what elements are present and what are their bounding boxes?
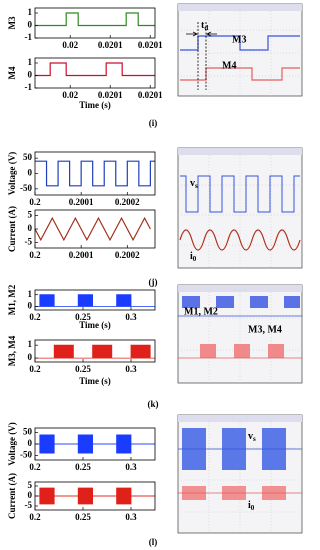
y-tick-label: 0 — [28, 70, 33, 80]
scope-j: vs i0 — [177, 147, 303, 269]
x-tick-label: 0.2002 — [115, 197, 140, 207]
x-axis-label: Time (s) — [79, 100, 111, 110]
x-tick-label: 0.25 — [75, 312, 91, 322]
scope-i: td M3 M4 — [177, 3, 303, 97]
y-tick-label: -1 — [25, 32, 33, 42]
scope-label: M3 — [232, 34, 246, 45]
x-axis-label: Time (s) — [79, 376, 111, 386]
x-axis-label: Time (s) — [79, 320, 111, 330]
line — [34, 216, 151, 242]
y-axis-label: Current (A) — [7, 206, 17, 252]
scope-label: M4 — [222, 60, 236, 71]
y-axis-label: M3, M4 — [7, 335, 17, 366]
area — [35, 495, 155, 505]
x-tick-label: 0.2 — [29, 462, 41, 472]
x-tick-label: 0.2 — [29, 312, 41, 322]
y-tick-label: 5 — [28, 480, 33, 490]
plot-frame — [34, 7, 156, 39]
y-tick-label: 50 — [23, 427, 33, 437]
y-tick-label: 0 — [28, 168, 33, 178]
y-tick-label: 50 — [23, 152, 33, 162]
y-tick-label: -50 — [20, 449, 32, 459]
x-tick-label: 0.2 — [29, 512, 41, 522]
x-tick-label: 0.25 — [75, 364, 91, 374]
x-tick-label: 0.0201 — [98, 40, 123, 50]
caption: (k) — [148, 399, 159, 409]
scope-k: M1, M2 M3, M4 — [177, 284, 303, 384]
scope-label: M1, M2 — [184, 306, 218, 317]
x-tick-label: 0.2001 — [69, 250, 94, 260]
scope-label: M3, M4 — [248, 324, 282, 335]
y-axis-label: M4 — [7, 66, 17, 79]
caption: (i) — [149, 118, 158, 128]
x-tick-label: 0.2 — [29, 250, 41, 260]
y-tick-label: 1 — [28, 289, 33, 299]
scope-l: vs i0 — [177, 414, 303, 534]
x-tick-label: 0.3 — [125, 462, 137, 472]
x-tick-label: 0.25 — [75, 512, 91, 522]
x-tick-label: 0.0201 — [138, 90, 163, 100]
scope-label: i0 — [190, 251, 197, 262]
y-axis-label: M3 — [7, 16, 17, 29]
caption: (l) — [149, 537, 158, 547]
x-tick-label: 0.02 — [62, 40, 78, 50]
plot-frame — [34, 209, 156, 249]
figure: td M3 M4 vs i0 M1, M2 M3, M4 vs i0 (i) — [7, 3, 303, 547]
line — [35, 12, 155, 27]
y-tick-label: -50 — [20, 183, 32, 193]
y-tick-label: 0 — [28, 223, 33, 233]
y-axis-label: Current (A) — [7, 473, 17, 519]
x-tick-label: 0.25 — [75, 462, 91, 472]
y-tick-label: -1 — [25, 82, 33, 92]
y-tick-label: 1 — [28, 57, 33, 67]
line — [35, 62, 155, 77]
x-tick-label: 0.2 — [29, 364, 41, 374]
x-tick-label: 0.2002 — [115, 250, 140, 260]
y-tick-label: 0 — [28, 20, 33, 30]
y-axis-label: Voltage (V) — [7, 152, 17, 195]
scope-label: vs — [248, 431, 256, 442]
y-tick-label: 5 — [28, 209, 33, 219]
area — [35, 443, 155, 454]
x-tick-label: 0.02 — [62, 90, 78, 100]
area — [35, 434, 155, 445]
y-tick-label: -5 — [25, 500, 33, 510]
plot-frame — [34, 339, 156, 363]
y-axis-label: M1, M2 — [7, 284, 17, 315]
scope-label: i0 — [248, 500, 255, 511]
plot-frame — [34, 57, 156, 89]
plot-frame — [34, 151, 156, 196]
area — [35, 487, 155, 497]
y-axis-label: Voltage (V) — [7, 422, 17, 465]
y-tick-label: 0 — [28, 438, 33, 448]
scope-label: vs — [190, 178, 198, 189]
y-tick-label: 0 — [28, 352, 33, 362]
x-tick-label: 0.0201 — [98, 90, 123, 100]
scope-label: td — [201, 20, 208, 31]
x-tick-label: 0.0201 — [138, 40, 163, 50]
line — [35, 160, 155, 187]
y-tick-label: 1 — [28, 339, 33, 349]
x-tick-label: 0.2001 — [69, 197, 94, 207]
caption: (j) — [149, 277, 158, 287]
y-tick-label: -5 — [25, 237, 33, 247]
y-tick-label: 0 — [28, 301, 33, 311]
x-tick-label: 0.3 — [125, 512, 137, 522]
x-tick-label: 0.3 — [125, 364, 137, 374]
x-tick-label: 0.3 — [125, 312, 137, 322]
area — [34, 344, 156, 359]
y-tick-label: 1 — [28, 7, 33, 17]
x-tick-label: 0.2 — [29, 197, 41, 207]
y-tick-label: 0 — [28, 490, 33, 500]
plot-frame — [34, 289, 156, 311]
area — [34, 294, 156, 307]
